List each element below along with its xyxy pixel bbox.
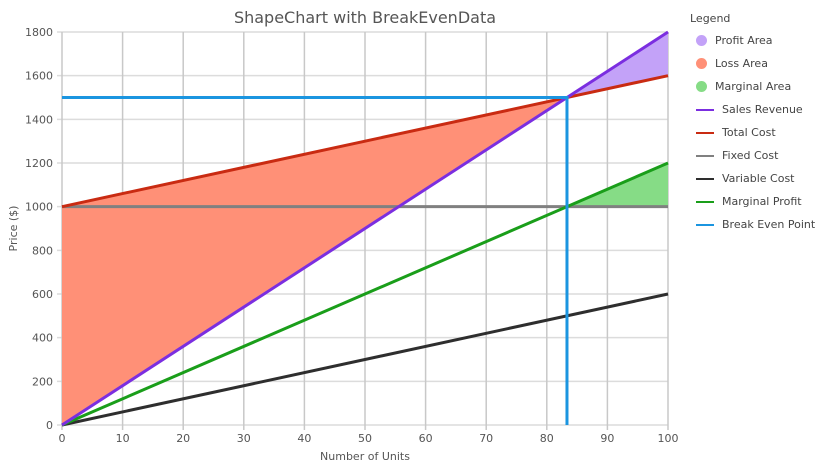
- legend-item[interactable]: Variable Cost: [690, 167, 815, 190]
- legend-label: Break Even Point: [722, 218, 816, 231]
- legend-item[interactable]: Sales Revenue: [690, 98, 815, 121]
- x-tick-label: 60: [419, 432, 433, 445]
- legend-item[interactable]: Profit Area: [690, 29, 815, 52]
- y-tick-label: 1200: [25, 157, 53, 170]
- legend-label: Profit Area: [715, 34, 773, 47]
- chart-title: ShapeChart with BreakEvenData: [233, 8, 497, 27]
- legend-label: Sales Revenue: [722, 103, 803, 116]
- legend-label: Marginal Profit: [722, 195, 802, 208]
- legend-item[interactable]: Marginal Profit: [690, 190, 815, 213]
- legend-item[interactable]: Break Even Point: [690, 213, 815, 236]
- legend-item[interactable]: Total Cost: [690, 121, 815, 144]
- legend-title: Legend: [690, 12, 731, 25]
- legend-item[interactable]: Loss Area: [690, 52, 815, 75]
- y-tick-label: 0: [46, 419, 53, 432]
- legend-item[interactable]: Fixed Cost: [690, 144, 815, 167]
- legend-label: Total Cost: [722, 126, 776, 139]
- x-tick-label: 50: [358, 432, 372, 445]
- y-tick-label: 1000: [25, 201, 53, 214]
- y-tick-label: 1800: [25, 26, 53, 39]
- y-tick-label: 400: [32, 332, 53, 345]
- y-tick-label: 1400: [25, 113, 53, 126]
- line-marker-icon: [696, 131, 714, 134]
- line-marker-icon: [696, 177, 714, 180]
- circle-marker-icon: [696, 35, 707, 46]
- line-marker-icon: [696, 200, 714, 203]
- x-tick-label: 40: [297, 432, 311, 445]
- x-tick-label: 30: [237, 432, 251, 445]
- legend-label: Variable Cost: [722, 172, 795, 185]
- circle-marker-icon: [696, 58, 707, 69]
- legend-label: Marginal Area: [715, 80, 792, 93]
- line-marker-icon: [696, 223, 714, 226]
- y-tick-label: 200: [32, 375, 53, 388]
- y-tick-label: 800: [32, 244, 53, 257]
- x-tick-label: 70: [479, 432, 493, 445]
- x-tick-label: 10: [116, 432, 130, 445]
- x-tick-label: 20: [176, 432, 190, 445]
- x-axis-label: Number of Units: [320, 450, 410, 463]
- circle-marker-icon: [696, 81, 707, 92]
- legend-label: Fixed Cost: [722, 149, 779, 162]
- x-tick-label: 80: [540, 432, 554, 445]
- x-tick-label: 90: [600, 432, 614, 445]
- y-tick-label: 1600: [25, 70, 53, 83]
- line-marker-icon: [696, 108, 714, 111]
- legend: Legend Profit Area Loss Area Marginal Area…: [690, 12, 815, 236]
- y-tick-label: 600: [32, 288, 53, 301]
- break-even-point-line: [62, 96, 569, 425]
- legend-item[interactable]: Marginal Area: [690, 75, 815, 98]
- line-marker-icon: [696, 154, 714, 157]
- x-tick-label: 100: [658, 432, 679, 445]
- x-tick-label: 0: [59, 432, 66, 445]
- y-axis-label: Price ($): [7, 206, 20, 252]
- legend-label: Loss Area: [715, 57, 768, 70]
